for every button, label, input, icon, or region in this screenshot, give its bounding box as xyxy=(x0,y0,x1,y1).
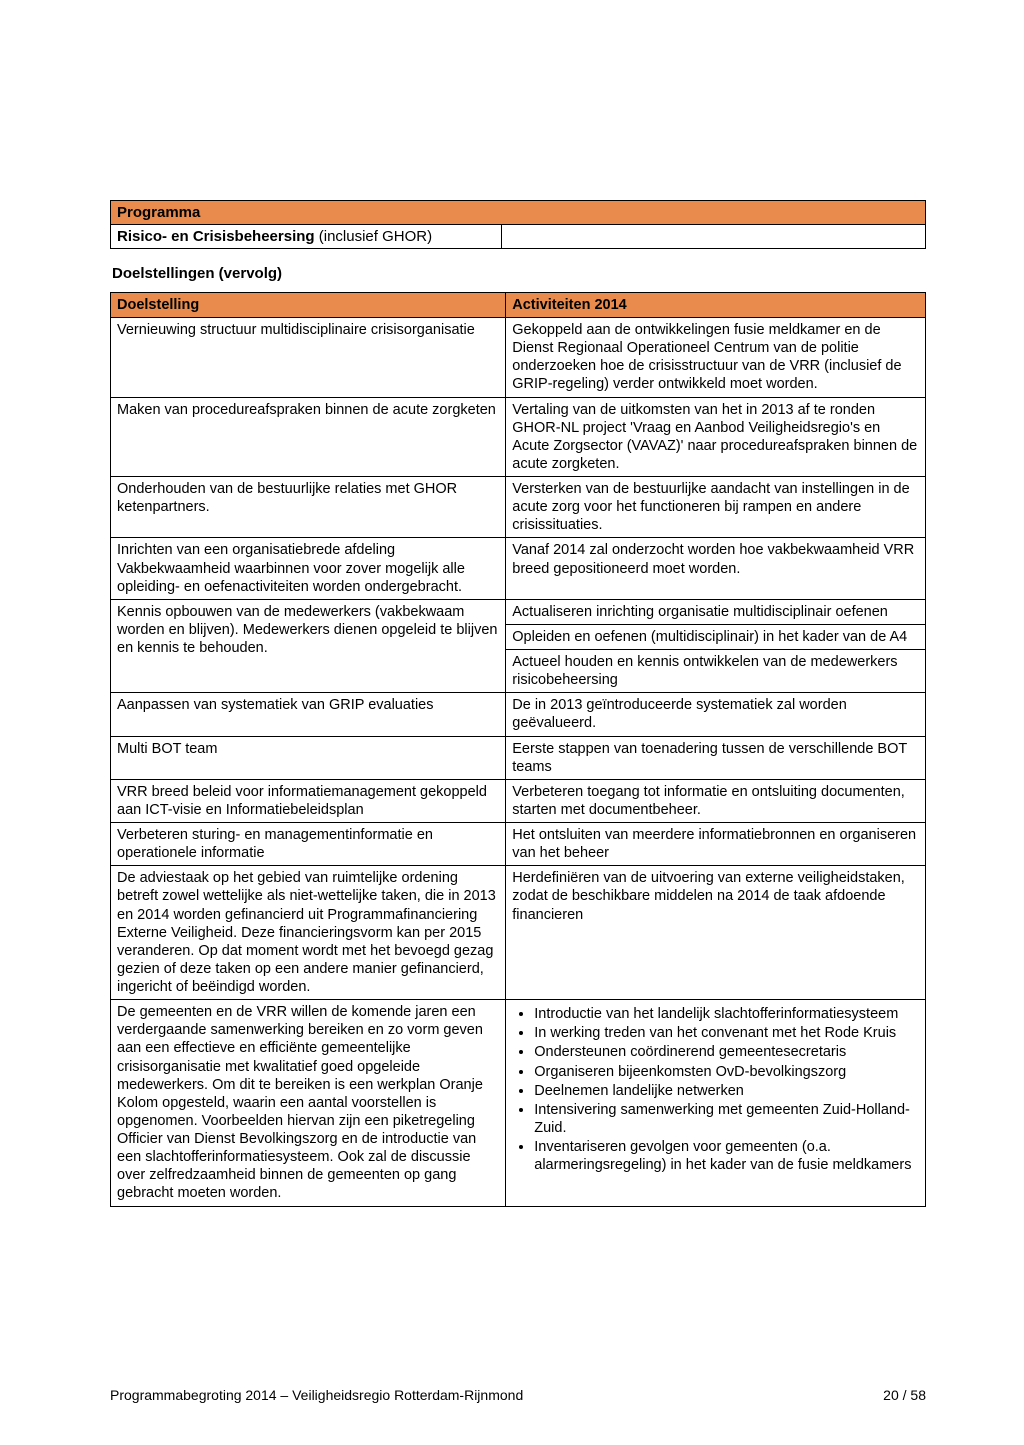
cell-activiteit: De in 2013 geïntroduceerde systematiek z… xyxy=(506,693,926,736)
footer-right: 20 / 58 xyxy=(883,1387,926,1403)
table-row: VRR breed beleid voor informatiemanageme… xyxy=(111,779,926,822)
table-header-right: Activiteiten 2014 xyxy=(506,293,926,318)
cell-doelstelling: De adviestaak op het gebied van ruimteli… xyxy=(111,866,506,1000)
table-row: Onderhouden van de bestuurlijke relaties… xyxy=(111,477,926,538)
bullet-item: Organiseren bijeenkomsten OvD-bevolkings… xyxy=(534,1063,919,1081)
programma-row-label: Risico- en Crisisbeheersing (inclusief G… xyxy=(111,225,502,248)
programma-row: Risico- en Crisisbeheersing (inclusief G… xyxy=(111,225,925,248)
table-row: Vernieuwing structuur multidisciplinaire… xyxy=(111,318,926,398)
cell-doelstelling: Multi BOT team xyxy=(111,736,506,779)
table-row: Aanpassen van systematiek van GRIP evalu… xyxy=(111,693,926,736)
doelstellingen-table: Doelstelling Activiteiten 2014 Vernieuwi… xyxy=(110,292,926,1207)
table-row: De gemeenten en de VRR willen de komende… xyxy=(111,1000,926,1206)
cell-activiteit: Vertaling van de uitkomsten van het in 2… xyxy=(506,397,926,477)
cell-doelstelling: Maken van procedureafspraken binnen de a… xyxy=(111,397,506,477)
table-header-left: Doelstelling xyxy=(111,293,506,318)
cell-doelstelling: Kennis opbouwen van de medewerkers (vakb… xyxy=(111,599,506,693)
table-row: Multi BOT team Eerste stappen van toenad… xyxy=(111,736,926,779)
bullet-item: Inventariseren gevolgen voor gemeenten (… xyxy=(534,1138,919,1174)
page: Programma Risico- en Crisisbeheersing (i… xyxy=(0,0,1024,1445)
cell-activiteit: Versterken van de bestuurlijke aandacht … xyxy=(506,477,926,538)
bullet-item: In werking treden van het convenant met … xyxy=(534,1024,919,1042)
table-row: Kennis opbouwen van de medewerkers (vakb… xyxy=(111,599,926,624)
cell-doelstelling: Verbeteren sturing- en managementinforma… xyxy=(111,823,506,866)
cell-doelstelling: VRR breed beleid voor informatiemanageme… xyxy=(111,779,506,822)
cell-activiteit: Het ontsluiten van meerdere informatiebr… xyxy=(506,823,926,866)
programma-row-empty xyxy=(502,225,925,248)
bullet-list: Introductie van het landelijk slachtoffe… xyxy=(512,1005,919,1174)
programma-header: Programma xyxy=(111,201,925,225)
cell-activiteit: Verbeteren toegang tot informatie en ont… xyxy=(506,779,926,822)
footer-left: Programmabegroting 2014 – Veiligheidsreg… xyxy=(110,1387,523,1403)
programma-row-value: (inclusief GHOR) xyxy=(319,228,432,245)
cell-activiteit: Actueel houden en kennis ontwikkelen van… xyxy=(506,650,926,693)
sub-heading: Doelstellingen (vervolg) xyxy=(112,265,926,282)
cell-activiteit-bullets: Introductie van het landelijk slachtoffe… xyxy=(506,1000,926,1206)
cell-doelstelling: Onderhouden van de bestuurlijke relaties… xyxy=(111,477,506,538)
cell-activiteit: Eerste stappen van toenadering tussen de… xyxy=(506,736,926,779)
cell-activiteit: Herdefiniëren van de uitvoering van exte… xyxy=(506,866,926,1000)
table-row: Inrichten van een organisatiebrede afdel… xyxy=(111,538,926,599)
cell-doelstelling: Inrichten van een organisatiebrede afdel… xyxy=(111,538,506,599)
table-row: De adviestaak op het gebied van ruimteli… xyxy=(111,866,926,1000)
cell-activiteit: Gekoppeld aan de ontwikkelingen fusie me… xyxy=(506,318,926,398)
programma-row-label-text: Risico- en Crisisbeheersing xyxy=(117,228,315,245)
page-footer: Programmabegroting 2014 – Veiligheidsreg… xyxy=(110,1387,926,1403)
cell-activiteit: Vanaf 2014 zal onderzocht worden hoe vak… xyxy=(506,538,926,599)
programma-box: Programma Risico- en Crisisbeheersing (i… xyxy=(110,200,926,249)
cell-doelstelling: De gemeenten en de VRR willen de komende… xyxy=(111,1000,506,1206)
table-row: Maken van procedureafspraken binnen de a… xyxy=(111,397,926,477)
bullet-item: Deelnemen landelijke netwerken xyxy=(534,1082,919,1100)
cell-doelstelling: Vernieuwing structuur multidisciplinaire… xyxy=(111,318,506,398)
table-row: Verbeteren sturing- en managementinforma… xyxy=(111,823,926,866)
bullet-item: Ondersteunen coördinerend gemeentesecret… xyxy=(534,1043,919,1061)
cell-doelstelling: Aanpassen van systematiek van GRIP evalu… xyxy=(111,693,506,736)
cell-activiteit: Actualiseren inrichting organisatie mult… xyxy=(506,599,926,624)
cell-activiteit: Opleiden en oefenen (multidisciplinair) … xyxy=(506,624,926,649)
bullet-item: Intensivering samenwerking met gemeenten… xyxy=(534,1101,919,1137)
bullet-item: Introductie van het landelijk slachtoffe… xyxy=(534,1005,919,1023)
